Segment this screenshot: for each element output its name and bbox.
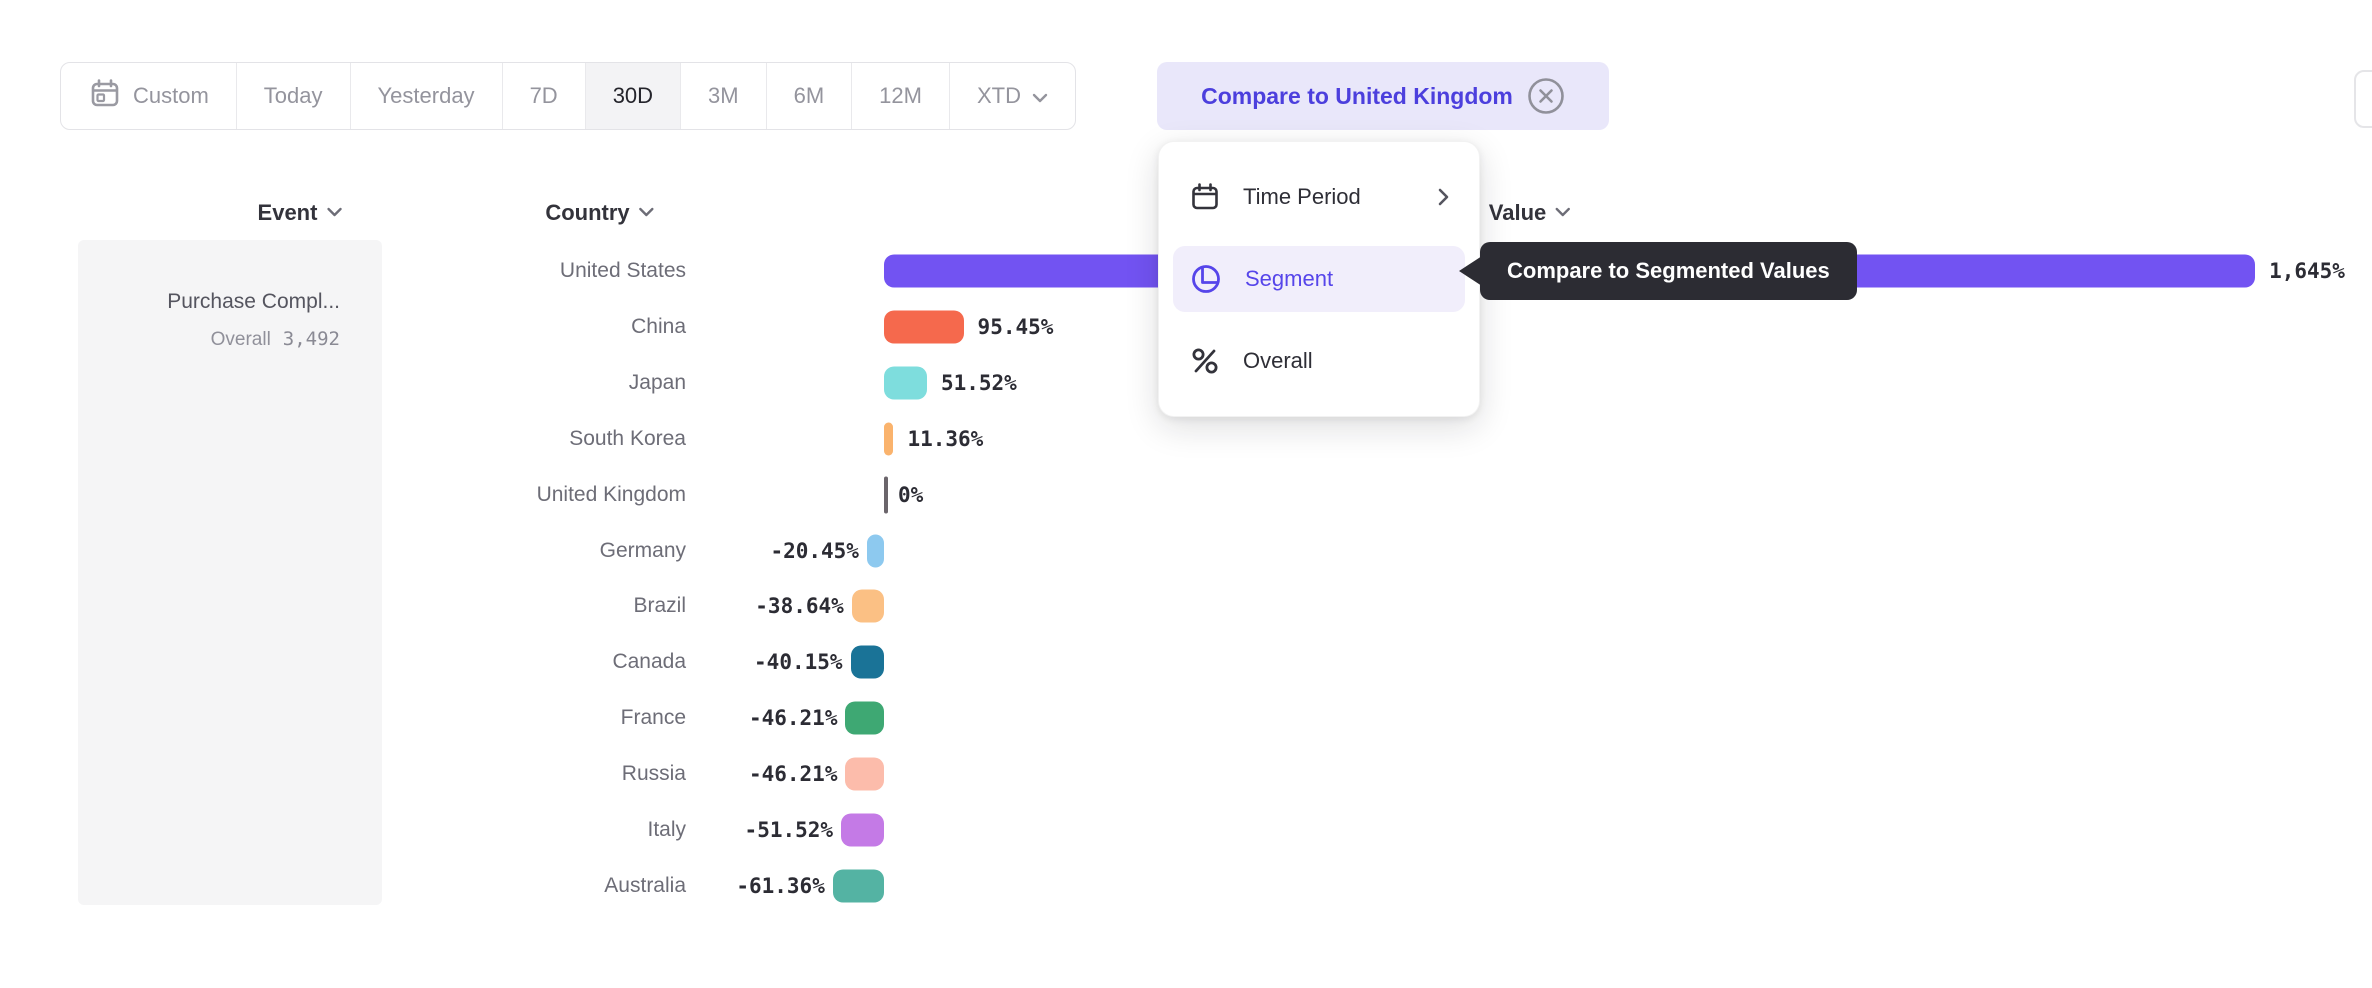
- bar-australia[interactable]: [832, 869, 884, 903]
- bar-russia[interactable]: [845, 757, 884, 791]
- bar-category-label: Canada: [612, 650, 686, 674]
- column-header-country-label: Country: [545, 200, 630, 225]
- bar-row-south-korea: South Korea 11.36%: [0, 411, 2372, 467]
- range-button-label: Today: [263, 83, 323, 108]
- bar-row-australia: Australia -61.36%: [0, 858, 2372, 914]
- range-button-6m[interactable]: 6M: [765, 63, 852, 129]
- bar-row-italy: Italy -51.52%: [0, 802, 2372, 858]
- bar-value-label: -51.52%: [744, 818, 834, 842]
- compare-chip-label: Compare to United Kingdom: [1201, 82, 1513, 109]
- bar-category-label: South Korea: [569, 426, 686, 450]
- menu-item-time-period[interactable]: Time Period: [1173, 164, 1465, 230]
- bar-south-korea[interactable]: [884, 422, 894, 456]
- bar-value-label: -46.21%: [748, 762, 838, 787]
- range-button-label: 7D: [529, 83, 558, 108]
- bar-category-label: United Kingdom: [536, 482, 686, 506]
- bar-row-germany: Germany -20.45%: [0, 523, 2372, 579]
- bar-category-label: Italy: [647, 818, 686, 841]
- calendar-icon: [1189, 181, 1221, 213]
- menu-item-label: Time Period: [1243, 184, 1361, 209]
- chevron-down-icon: [326, 204, 342, 222]
- event-overall-value: 3,492: [282, 328, 340, 350]
- bar-value-label: -38.64%: [755, 594, 844, 619]
- column-header-event-label: Event: [257, 200, 318, 225]
- bar-value-label: -20.45%: [770, 538, 859, 563]
- bar-row-russia: Russia -46.21%: [0, 746, 2372, 802]
- bar-united-kingdom[interactable]: [884, 476, 888, 514]
- bar-value-label: 95.45%: [977, 314, 1054, 339]
- bar-category-label: Russia: [621, 762, 686, 786]
- bar-row-brazil: Brazil -38.64%: [0, 578, 2372, 634]
- bar-brazil[interactable]: [851, 589, 884, 623]
- compare-chip[interactable]: Compare to United Kingdom: [1157, 62, 1609, 130]
- range-button-12m[interactable]: 12M: [851, 63, 949, 129]
- menu-item-label: Overall: [1243, 348, 1313, 373]
- bar-value-label: 11.36%: [907, 426, 984, 451]
- bar-row-united-kingdom: United Kingdom 0%: [0, 467, 2372, 523]
- bar-china[interactable]: [884, 310, 964, 344]
- bar-category-label: Germany: [599, 538, 686, 562]
- column-header-country[interactable]: Country: [545, 199, 654, 227]
- circle-x-icon[interactable]: [1527, 77, 1565, 115]
- bar-row-canada: Canada -40.15%: [0, 634, 2372, 690]
- range-button-custom[interactable]: Custom: [61, 63, 236, 129]
- segment-icon: [1189, 262, 1223, 296]
- bar-value-label: -46.21%: [748, 706, 838, 731]
- menu-item-segment[interactable]: Segment: [1173, 246, 1465, 312]
- chevron-right-icon: [1438, 188, 1449, 206]
- bar-category-label: Japan: [628, 370, 686, 394]
- event-panel[interactable]: Purchase Compl... Overall 3,492: [78, 240, 382, 905]
- percent-icon: [1189, 345, 1221, 377]
- chevron-down-icon: [1555, 204, 1571, 222]
- column-header-value-label: Value: [1488, 200, 1547, 225]
- cutoff-button[interactable]: [2354, 70, 2372, 128]
- bar-canada[interactable]: [850, 645, 884, 679]
- bar-row-china: China 95.45%: [0, 299, 2372, 355]
- range-button-label: 3M: [708, 83, 739, 108]
- bar-japan[interactable]: [884, 366, 927, 400]
- range-button-label: 30D: [612, 83, 654, 108]
- date-range-selector: Custom Today Yesterday 7D 30D 3M 6M 12M XTD: [60, 62, 1076, 130]
- bar-value-label: -40.15%: [754, 650, 843, 675]
- bar-value-label: 0%: [898, 482, 924, 507]
- bar-category-label: Australia: [604, 873, 686, 897]
- range-button-yesterday[interactable]: Yesterday: [349, 63, 502, 129]
- range-button-xtd[interactable]: XTD: [948, 63, 1075, 129]
- bar-category-label: China: [631, 314, 686, 338]
- bar-germany[interactable]: [866, 534, 884, 567]
- tooltip: Compare to Segmented Values: [1480, 242, 1857, 300]
- range-button-3m[interactable]: 3M: [680, 63, 766, 129]
- menu-item-label: Segment: [1245, 266, 1334, 291]
- bar-value-label: -61.36%: [736, 873, 825, 898]
- bar-row-japan: Japan 51.52%: [0, 355, 2372, 411]
- chevron-down-icon: [639, 204, 655, 222]
- bar-italy[interactable]: [841, 813, 884, 847]
- range-button-today[interactable]: Today: [235, 63, 350, 129]
- menu-item-overall[interactable]: Overall: [1173, 328, 1465, 394]
- range-button-label: Yesterday: [377, 83, 475, 108]
- bar-value-label: 51.52%: [940, 370, 1017, 395]
- column-header-event[interactable]: Event: [258, 199, 343, 227]
- tooltip-text: Compare to Segmented Values: [1507, 258, 1830, 283]
- event-overall-label: Overall: [210, 329, 271, 350]
- bar-category-label: France: [620, 706, 686, 730]
- bar-category-label: United States: [559, 259, 686, 282]
- bar-row-france: France -46.21%: [0, 690, 2372, 746]
- range-button-label: 12M: [879, 83, 922, 108]
- bar-category-label: Brazil: [633, 594, 686, 618]
- column-header-value[interactable]: Value: [1489, 199, 1571, 227]
- event-overall: Overall 3,492: [211, 328, 340, 351]
- compare-dropdown-menu: Time Period Segment Overall: [1158, 141, 1480, 417]
- range-button-30d[interactable]: 30D: [584, 63, 681, 129]
- bar-france[interactable]: [845, 701, 884, 735]
- chevron-down-icon: [1032, 83, 1048, 109]
- range-button-7d[interactable]: 7D: [501, 63, 585, 129]
- range-button-label: 6M: [793, 83, 825, 108]
- bar-value-label: 1,645%: [2269, 259, 2345, 283]
- range-button-label: Custom: [133, 83, 209, 108]
- range-button-label: XTD: [976, 83, 1021, 108]
- event-name: Purchase Compl...: [167, 290, 340, 313]
- calendar-custom-icon: [88, 76, 122, 116]
